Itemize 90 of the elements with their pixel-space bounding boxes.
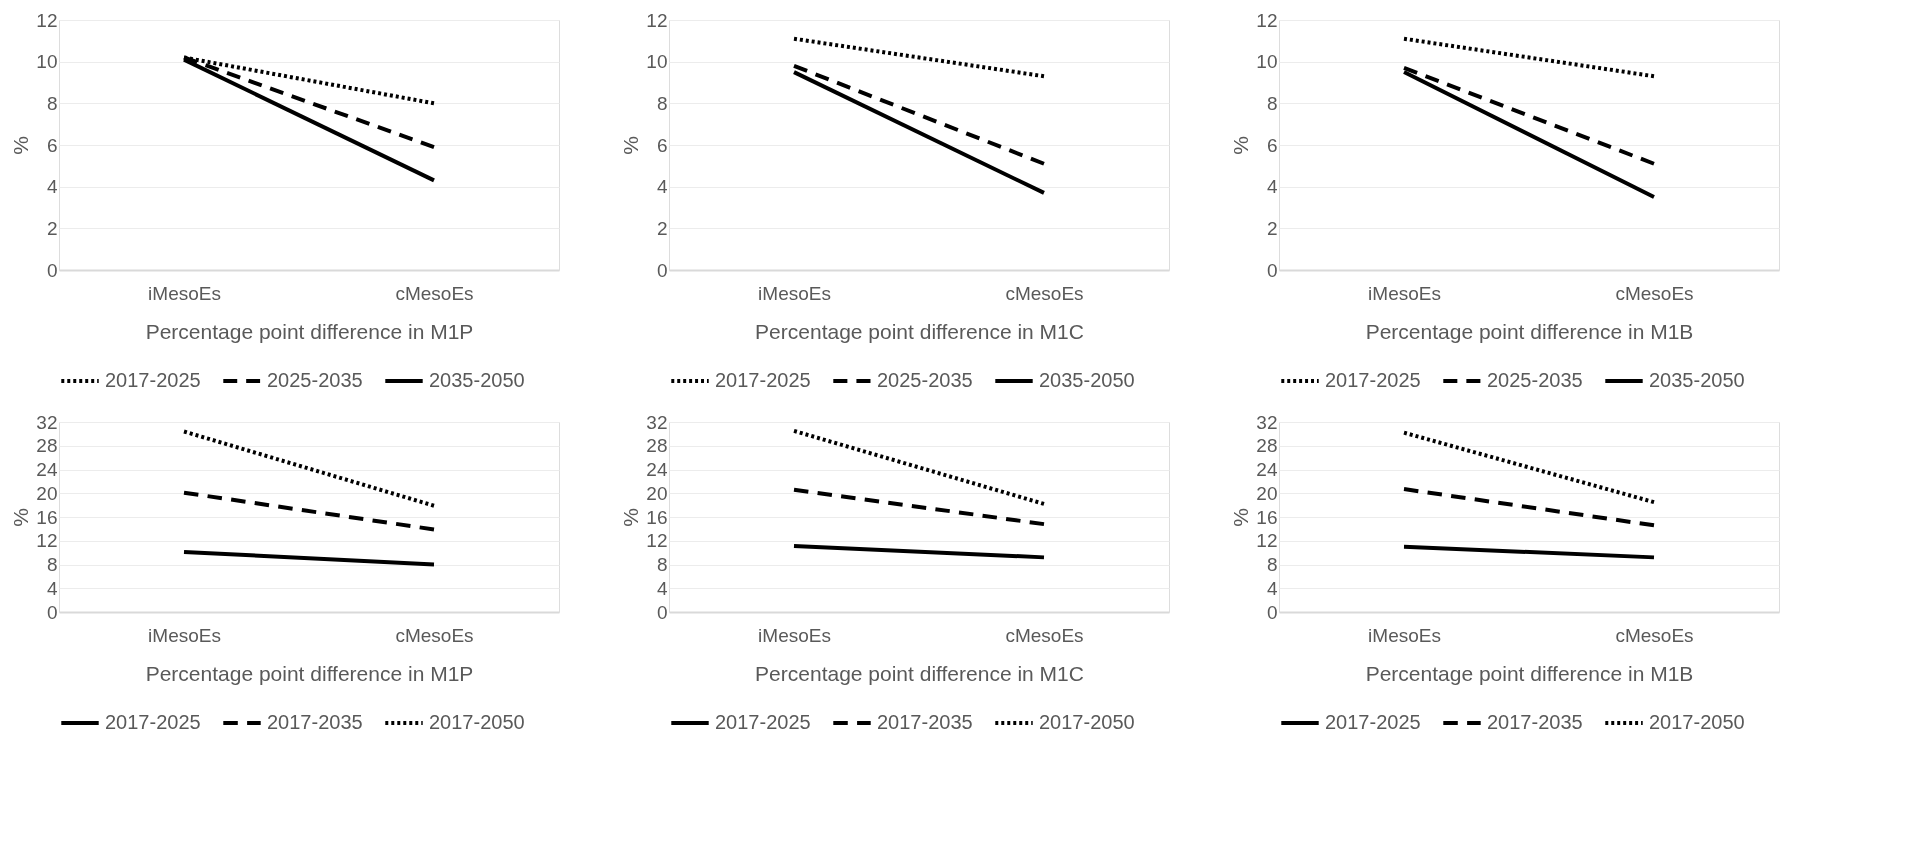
y-tick-label: 10 <box>1256 51 1278 73</box>
y-tick-label: 0 <box>46 259 58 281</box>
y-axis-title: % <box>9 508 33 527</box>
y-axis-title: % <box>9 136 33 155</box>
y-tick-label: 20 <box>36 482 58 504</box>
y-tick-label: 6 <box>656 134 668 156</box>
legend-label: 2017-2025 <box>715 711 811 733</box>
x-tick-label: iMesoEs <box>148 624 221 646</box>
legend-label: 2017-2050 <box>1649 711 1745 733</box>
y-tick-label: 4 <box>656 176 668 198</box>
x-tick-label: iMesoEs <box>758 282 831 304</box>
y-tick-label: 28 <box>36 435 58 457</box>
y-tick-label: 24 <box>36 459 58 480</box>
y-axis-title: % <box>619 508 643 527</box>
y-tick-label: 6 <box>46 134 58 156</box>
y-tick-label: 10 <box>646 51 668 73</box>
y-axis-title: % <box>619 136 643 155</box>
legend-label: 2017-2035 <box>877 711 973 733</box>
legend-label: 2017-2025 <box>1325 369 1421 391</box>
y-tick-label: 32 <box>1256 411 1278 433</box>
y-tick-label: 8 <box>46 92 58 114</box>
y-tick-label: 20 <box>1256 482 1278 504</box>
y-tick-label: 4 <box>1266 176 1278 198</box>
y-tick-label: 4 <box>46 577 58 599</box>
x-tick-label: cMesoEs <box>1005 624 1084 646</box>
x-axis-title: Percentage point difference in M1B <box>1365 319 1694 343</box>
y-tick-label: 2 <box>1266 217 1278 239</box>
legend-label: 2035-2050 <box>1649 369 1745 391</box>
y-tick-label: 32 <box>36 411 58 433</box>
x-tick-label: iMesoEs <box>148 282 221 304</box>
y-tick-label: 12 <box>1256 9 1278 31</box>
x-axis-title: Percentage point difference in M1C <box>755 319 1084 343</box>
y-tick-label: 12 <box>646 530 668 552</box>
legend-label: 2025-2035 <box>267 369 363 391</box>
legend-label: 2017-2050 <box>1039 711 1135 733</box>
legend-label: 2025-2035 <box>1487 369 1583 391</box>
y-tick-label: 4 <box>46 176 58 198</box>
y-tick-label: 0 <box>1266 259 1278 281</box>
y-axis-title: % <box>1229 136 1253 155</box>
legend-label: 2017-2025 <box>105 711 201 733</box>
x-axis-title: Percentage point difference in M1P <box>145 661 474 685</box>
y-tick-label: 10 <box>36 51 58 73</box>
y-tick-label: 8 <box>656 554 668 575</box>
legend-label: 2017-2025 <box>1325 711 1421 733</box>
legend-label: 2017-2035 <box>267 711 363 733</box>
y-tick-label: 12 <box>36 530 58 552</box>
legend-label: 2035-2050 <box>429 369 525 391</box>
y-tick-label: 4 <box>1266 577 1278 599</box>
legend-label: 2017-2050 <box>429 711 525 733</box>
legend-label: 2017-2035 <box>1487 711 1583 733</box>
y-tick-label: 20 <box>646 482 668 504</box>
y-tick-label: 16 <box>646 506 668 528</box>
x-tick-label: cMesoEs <box>395 282 474 304</box>
x-tick-label: iMesoEs <box>1368 282 1441 304</box>
x-tick-label: cMesoEs <box>1615 282 1694 304</box>
y-tick-label: 32 <box>646 411 668 433</box>
y-tick-label: 16 <box>1256 506 1278 528</box>
x-axis-title: Percentage point difference in M1C <box>755 661 1084 685</box>
y-tick-label: 12 <box>1256 530 1278 552</box>
legend-label: 2017-2025 <box>715 369 811 391</box>
y-tick-label: 0 <box>46 601 58 623</box>
y-tick-label: 24 <box>646 459 668 480</box>
y-tick-label: 2 <box>46 217 58 239</box>
y-tick-label: 8 <box>46 554 58 575</box>
x-axis-title: Percentage point difference in M1B <box>1365 661 1694 685</box>
y-tick-label: 0 <box>1266 601 1278 623</box>
legend-label: 2017-2025 <box>105 369 201 391</box>
y-tick-label: 24 <box>1256 459 1278 480</box>
y-tick-label: 0 <box>656 601 668 623</box>
x-tick-label: cMesoEs <box>395 624 474 646</box>
x-tick-label: cMesoEs <box>1615 624 1694 646</box>
y-tick-label: 8 <box>1266 554 1278 575</box>
y-tick-label: 2 <box>656 217 668 239</box>
y-tick-label: 16 <box>36 506 58 528</box>
y-tick-label: 12 <box>646 9 668 31</box>
legend-label: 2025-2035 <box>877 369 973 391</box>
y-tick-label: 0 <box>656 259 668 281</box>
x-axis-title: Percentage point difference in M1P <box>145 319 474 343</box>
y-tick-label: 8 <box>656 92 668 114</box>
x-tick-label: iMesoEs <box>758 624 831 646</box>
y-tick-label: 4 <box>656 577 668 599</box>
legend-label: 2035-2050 <box>1039 369 1135 391</box>
y-tick-label: 28 <box>646 435 668 457</box>
y-tick-label: 12 <box>36 9 58 31</box>
y-tick-label: 6 <box>1266 134 1278 156</box>
x-tick-label: iMesoEs <box>1368 624 1441 646</box>
y-axis-title: % <box>1229 508 1253 527</box>
y-tick-label: 28 <box>1256 435 1278 457</box>
y-tick-label: 8 <box>1266 92 1278 114</box>
x-tick-label: cMesoEs <box>1005 282 1084 304</box>
